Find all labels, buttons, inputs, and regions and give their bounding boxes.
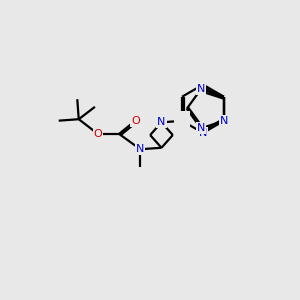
Text: N: N [199,128,207,138]
Text: N: N [197,84,205,94]
Text: O: O [131,116,140,126]
Text: N: N [220,116,228,126]
Text: N: N [197,123,205,133]
Text: N: N [157,117,166,127]
Text: N: N [136,144,145,154]
Text: N: N [178,116,186,126]
Text: O: O [94,129,102,139]
